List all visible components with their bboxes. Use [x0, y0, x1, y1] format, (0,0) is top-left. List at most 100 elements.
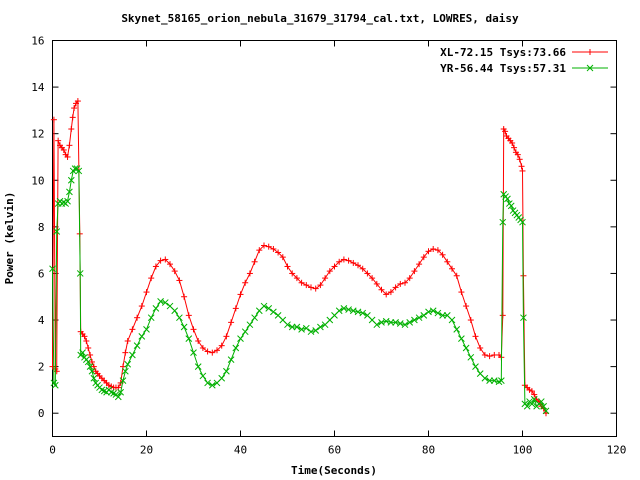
data-point [199, 372, 207, 380]
data-point [176, 277, 183, 284]
x-tick-label: 120 [607, 444, 627, 457]
data-point [540, 402, 548, 410]
x-tick-label: 20 [140, 444, 153, 457]
data-point [152, 263, 159, 270]
data-point [195, 337, 202, 344]
data-point [373, 280, 380, 287]
data-point [373, 321, 381, 329]
axis-ticks: 0 20 40 60 80 100 120 0 2 4 6 8 10 12 14 16 [31, 35, 626, 457]
data-point [514, 151, 521, 158]
data-point [453, 272, 460, 279]
data-point [359, 265, 366, 272]
data-point [467, 353, 475, 361]
data-point [209, 349, 216, 356]
x-tick-label: 80 [422, 444, 435, 457]
data-point [148, 275, 155, 282]
legend-marker [587, 49, 593, 55]
data-point [519, 218, 526, 226]
data-point [232, 305, 239, 312]
data-point [284, 321, 291, 329]
data-point [411, 268, 418, 275]
data-point [85, 344, 92, 351]
data-point [246, 270, 253, 277]
data-point [481, 351, 488, 358]
data-point [434, 247, 441, 254]
data-point [425, 248, 432, 255]
data-point [204, 348, 211, 355]
data-point [237, 335, 244, 343]
y-tick-label: 0 [38, 407, 45, 420]
data-point [312, 285, 319, 292]
data-point [67, 176, 75, 184]
data-point [261, 242, 267, 249]
data-point [317, 282, 324, 289]
data-point [181, 293, 188, 300]
data-point [251, 258, 258, 265]
data-point [350, 259, 357, 266]
data-point [378, 286, 385, 293]
data-point [270, 245, 277, 252]
data-point [499, 218, 507, 226]
data-point [84, 358, 92, 366]
data-point [185, 335, 193, 343]
data-point [60, 146, 67, 153]
data-point [242, 279, 249, 286]
data-point [74, 98, 81, 105]
data-point [401, 321, 409, 329]
data-point [117, 388, 125, 396]
data-point [64, 153, 71, 160]
data-point [218, 374, 226, 382]
data-point [265, 305, 273, 312]
data-point [317, 323, 324, 331]
data-point [520, 314, 527, 322]
x-tick-label: 0 [49, 444, 56, 457]
data-point [516, 156, 523, 163]
data-point [519, 167, 526, 174]
data-point [214, 347, 220, 354]
data-point [528, 400, 536, 408]
data-point [340, 256, 347, 263]
data-point [406, 319, 414, 326]
data-point [430, 245, 437, 252]
data-point [138, 303, 145, 310]
data-point [270, 308, 277, 316]
data-point [542, 407, 550, 415]
data-point [284, 263, 291, 270]
data-point [119, 377, 127, 384]
data-point [406, 275, 413, 282]
data-point [331, 263, 338, 270]
data-point [411, 316, 418, 324]
data-point [256, 247, 263, 254]
data-point [397, 280, 404, 287]
data-point [279, 254, 286, 261]
data-point [51, 381, 59, 389]
y-tick-label: 6 [38, 267, 45, 280]
data-point [143, 325, 150, 333]
series-1 [49, 98, 549, 417]
data-point [162, 256, 169, 263]
data-point [312, 327, 320, 334]
data-point [528, 388, 535, 395]
data-point [303, 282, 310, 289]
data-point [81, 333, 88, 340]
data-point [208, 381, 216, 389]
data-point [241, 328, 249, 336]
data-point [507, 202, 515, 210]
data-point [185, 312, 192, 319]
data-point [369, 275, 376, 282]
data-point [289, 270, 296, 277]
data-point [232, 344, 240, 352]
data-point [218, 342, 225, 349]
x-tick-label: 60 [328, 444, 341, 457]
data-point [138, 332, 146, 340]
data-point [275, 249, 282, 256]
data-point [499, 312, 506, 319]
data-point [60, 199, 68, 206]
data-point [237, 291, 244, 298]
data-point [83, 337, 90, 344]
data-point [359, 309, 367, 317]
data-point [152, 305, 160, 312]
data-point [415, 314, 423, 322]
y-tick-label: 10 [31, 174, 44, 187]
data-point [298, 279, 305, 286]
